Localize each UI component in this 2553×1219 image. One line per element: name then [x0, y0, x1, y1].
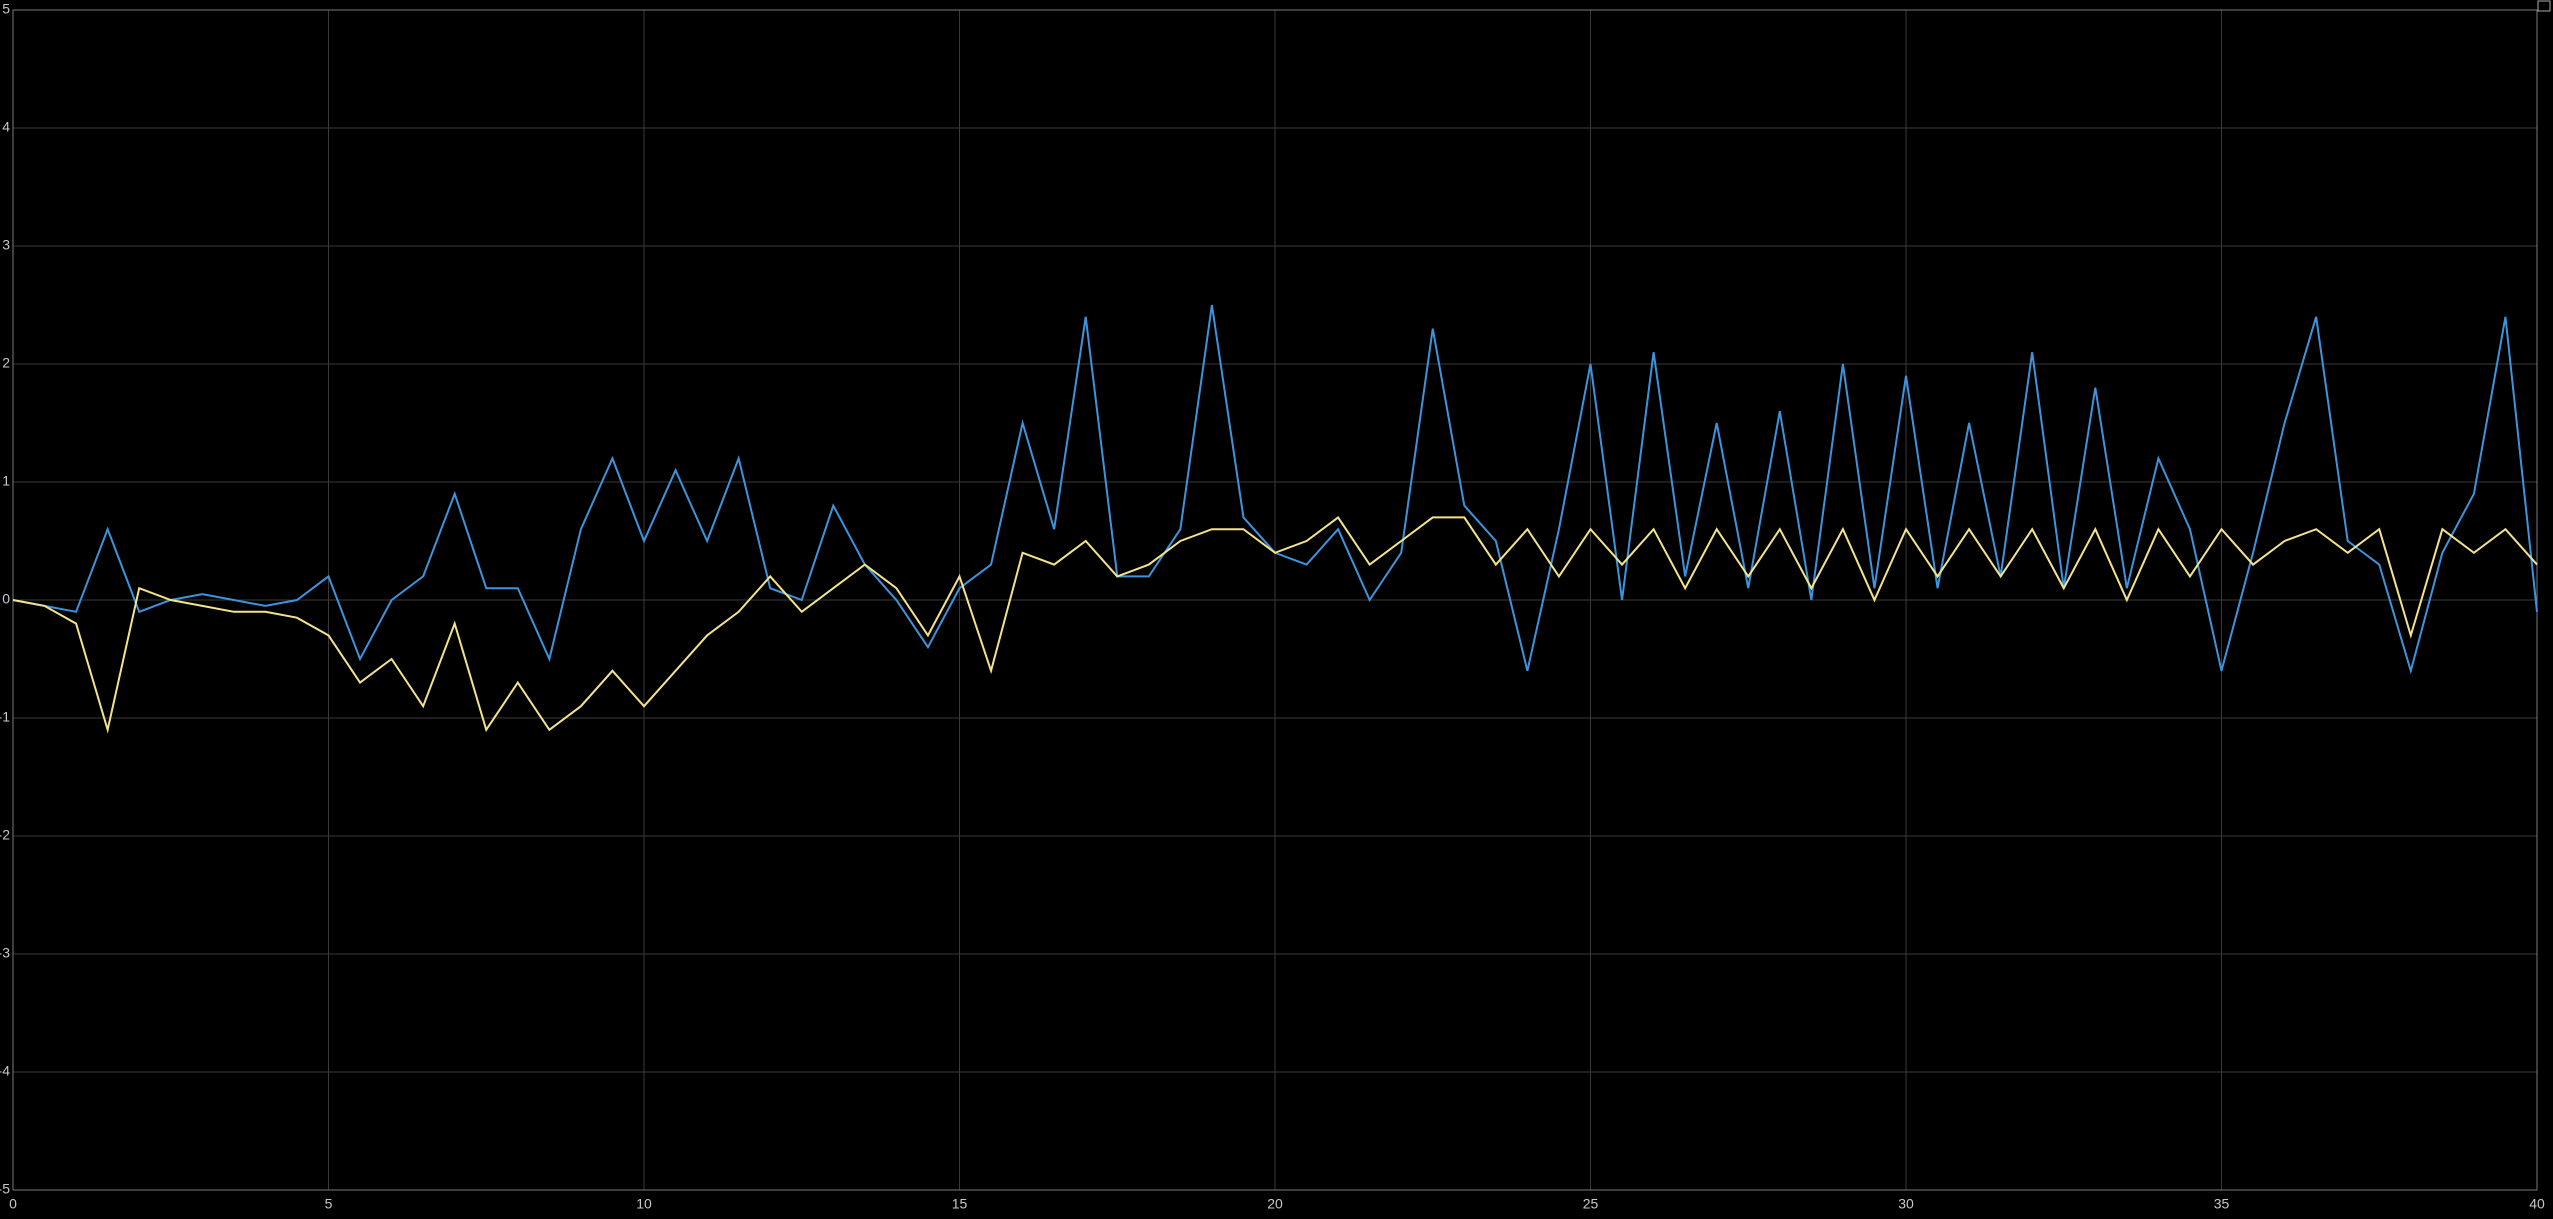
y-tick-label: -2 [0, 827, 10, 843]
y-tick-label: 1 [2, 473, 10, 489]
y-tick-label: 3 [2, 237, 10, 253]
y-tick-label: 0 [2, 591, 10, 607]
x-tick-label: 30 [1898, 1196, 1914, 1212]
y-tick-label: 4 [2, 119, 10, 135]
x-tick-label: 40 [2529, 1196, 2545, 1212]
y-tick-label: 2 [2, 355, 10, 371]
x-tick-label: 5 [325, 1196, 333, 1212]
data-line [12, 515, 2538, 734]
y-tick-label: -3 [0, 945, 10, 961]
x-tick-label: 25 [1583, 1196, 1599, 1212]
x-tick-label: 0 [9, 1196, 17, 1212]
y-tick-label: -4 [0, 1063, 10, 1079]
y-tick-label: -5 [0, 1181, 10, 1197]
x-tick-label: 10 [636, 1196, 652, 1212]
x-tick-label: 35 [2214, 1196, 2230, 1212]
x-tick-label: 20 [1267, 1196, 1283, 1212]
corner-icon[interactable] [2537, 0, 2551, 12]
y-tick-label: -1 [0, 709, 10, 725]
y-tick-label: 5 [2, 1, 10, 17]
x-tick-label: 15 [952, 1196, 968, 1212]
